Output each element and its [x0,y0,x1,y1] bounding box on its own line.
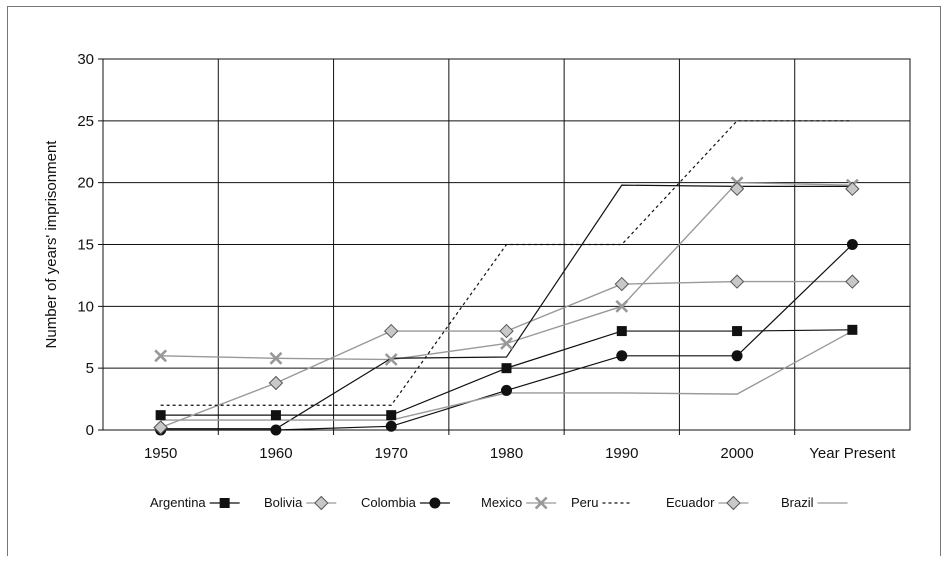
chart-frame [7,6,941,556]
legend-label: Peru [571,495,598,510]
data-point [729,274,745,289]
y-tick-label: 10 [77,298,94,315]
data-point [270,410,281,421]
y-tick-label: 15 [77,237,94,254]
data-point [384,353,398,366]
legend-marker [726,495,741,511]
y-tick-label: 25 [77,113,94,130]
y-tick-label: 0 [86,422,94,439]
data-point [729,181,745,197]
legend-label: Mexico [481,495,522,510]
legend-label: Ecuador [666,495,715,510]
data-point [386,410,397,421]
y-tick-label: 30 [77,51,94,68]
x-tick-label: 1960 [259,445,292,462]
data-point [501,363,512,374]
data-point [384,323,399,339]
data-point [501,384,512,396]
y-axis-label: Number of years' imprisonment [43,140,60,349]
x-tick-label: 2000 [720,445,753,462]
data-point [155,410,166,421]
data-point [615,299,629,313]
series-line [160,120,853,406]
y-tick-label: 20 [77,175,94,192]
data-point [500,337,513,350]
data-point [269,351,283,365]
data-point [846,239,858,250]
data-point [732,326,743,337]
data-point [847,324,858,335]
data-point [731,350,743,362]
legend-marker [534,496,548,510]
data-point [499,323,514,339]
x-tick-label: Year Present [809,445,896,462]
data-point [614,276,629,292]
legend-marker [314,495,329,511]
y-tick-label: 5 [86,360,94,377]
data-point [845,274,860,289]
legend-label: Brazil [781,495,814,510]
data-point [268,375,284,391]
x-tick-label: 1950 [144,445,177,462]
x-tick-label: 1980 [490,445,523,462]
data-point [616,350,628,362]
data-point [616,326,627,337]
legend-label: Bolivia [264,495,303,510]
data-point [154,349,168,363]
legend-label: Colombia [361,495,417,510]
x-tick-label: 1990 [605,445,638,462]
data-point [153,420,168,435]
data-point [270,424,282,436]
data-point [845,181,860,197]
x-tick-label: 1970 [375,445,408,462]
data-point [385,420,397,432]
legend-marker [429,497,441,509]
legend-marker [219,498,230,508]
legend-label: Argentina [150,495,206,510]
